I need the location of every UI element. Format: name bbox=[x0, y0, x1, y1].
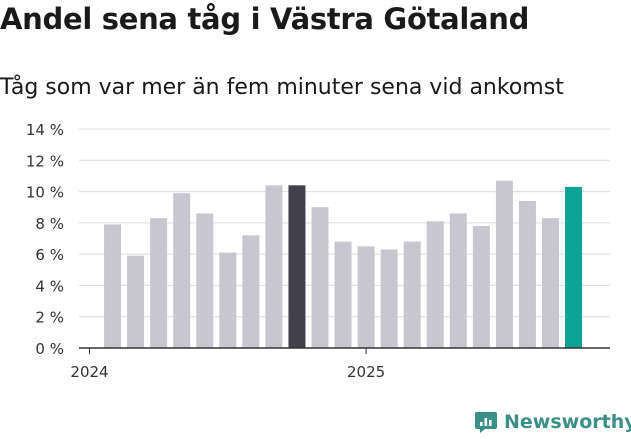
bar bbox=[173, 193, 191, 348]
y-tick-label: 0 % bbox=[35, 340, 64, 358]
bar bbox=[334, 241, 352, 348]
bar-highlighted bbox=[288, 185, 306, 348]
y-tick-label: 10 % bbox=[26, 184, 64, 202]
bar bbox=[127, 255, 145, 348]
bar bbox=[311, 207, 329, 348]
bar bbox=[196, 213, 214, 348]
bars bbox=[104, 180, 583, 348]
chart-subtitle: Tåg som var mer än fem minuter sena vid … bbox=[0, 75, 564, 100]
y-tick-label: 14 % bbox=[26, 121, 64, 139]
bar bbox=[449, 213, 467, 348]
brand-logo[interactable]: Newsworthy bbox=[474, 406, 631, 438]
bar bbox=[426, 221, 444, 348]
bar bbox=[380, 249, 398, 348]
bar bbox=[242, 235, 260, 348]
y-tick-label: 12 % bbox=[26, 152, 64, 170]
bar-latest bbox=[565, 186, 583, 348]
x-tick-label: 2024 bbox=[70, 363, 108, 381]
x-axis-tick-labels: 2024 2025 bbox=[70, 363, 385, 381]
y-tick-label: 4 % bbox=[35, 277, 64, 295]
y-axis-tick-labels: 0 % 2 % 4 % 6 % 8 % 10 % 12 % 14 % bbox=[26, 121, 64, 358]
bar bbox=[265, 185, 283, 348]
y-tick-label: 6 % bbox=[35, 246, 64, 264]
bar bbox=[104, 224, 122, 348]
brand-name: Newsworthy bbox=[504, 411, 631, 433]
y-tick-label: 8 % bbox=[35, 215, 64, 233]
bar bbox=[495, 180, 513, 348]
bar bbox=[542, 218, 559, 348]
x-axis bbox=[79, 347, 610, 354]
chart-title: Andel sena tåg i Västra Götaland bbox=[0, 2, 530, 36]
newsworthy-logo-icon bbox=[475, 412, 497, 433]
bar bbox=[472, 225, 490, 348]
bar bbox=[518, 200, 536, 348]
bar bbox=[357, 246, 375, 348]
x-tick-label: 2025 bbox=[347, 363, 385, 381]
bar bbox=[403, 241, 421, 348]
y-tick-label: 2 % bbox=[35, 309, 64, 327]
bar bbox=[150, 218, 168, 348]
bar bbox=[219, 252, 237, 348]
